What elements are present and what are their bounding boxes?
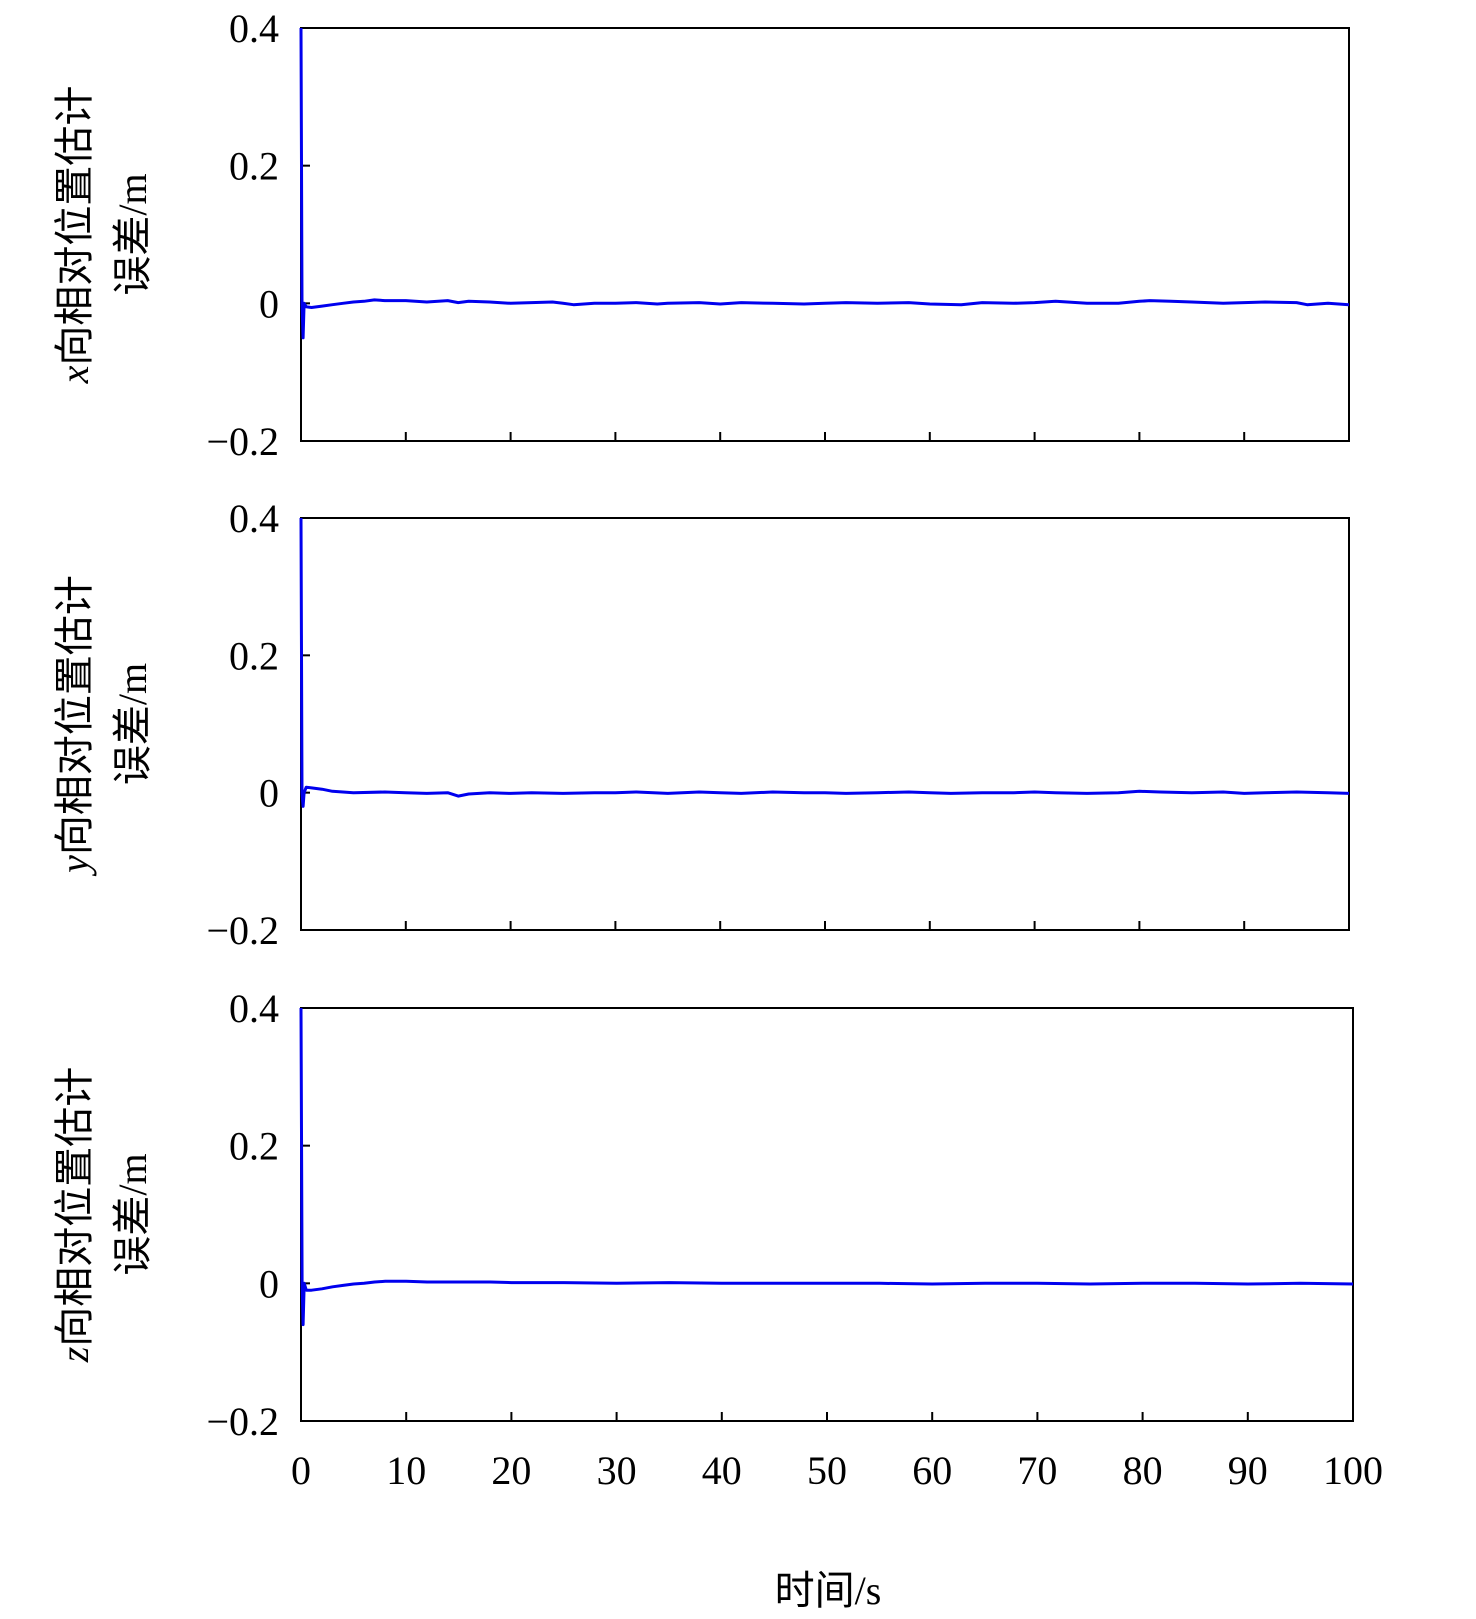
y-axis-label-variable: x (52, 365, 97, 384)
y-tick-label: 0.4 (229, 496, 279, 541)
y-axis-label-variable: z (52, 1346, 97, 1363)
y-tick-label: −0.2 (206, 1399, 279, 1444)
series-line (299, 27, 1350, 340)
y-tick-label: 0.2 (229, 1124, 279, 1169)
x-tick-label: 0 (291, 1448, 311, 1493)
series-line (299, 1007, 1354, 1327)
y-axis-label-line1: 向相对位置估计 (52, 1067, 97, 1347)
x-tick-label: 60 (912, 1448, 952, 1493)
panel-z: −0.2 0 0.2 0.4 0 10 20 30 40 50 60 70 80 90 100 z向相对位置估… (52, 986, 1383, 1493)
y-tick-label: −0.2 (206, 419, 279, 464)
y-axis-label-line2: 误差/m (110, 663, 155, 785)
y-tick-label: 0 (259, 1261, 279, 1306)
x-tick-label: 100 (1323, 1448, 1383, 1493)
x-tick-label: 50 (807, 1448, 847, 1493)
y-tick-label: 0.4 (229, 986, 279, 1031)
y-tick-label: 0 (259, 281, 279, 326)
y-axis-label: z向相对位置估计 误差/m (52, 1067, 155, 1364)
x-tick-label: 90 (1228, 1448, 1268, 1493)
y-axis-label-variable: y (52, 855, 97, 877)
y-axis-label-line2: 误差/m (110, 173, 155, 295)
y-tick-label: −0.2 (206, 908, 279, 953)
x-tick-label: 20 (491, 1448, 531, 1493)
y-axis-label-line2: 误差/m (110, 1153, 155, 1275)
plot-frame (300, 517, 1350, 931)
y-axis-label-line1: 向相对位置估计 (52, 86, 97, 366)
plot-frame (300, 1007, 1354, 1422)
x-axis-label: 时间/s (775, 1568, 882, 1613)
plot-frame (300, 27, 1350, 442)
y-tick-label: 0 (259, 771, 279, 816)
x-tick-label: 40 (702, 1448, 742, 1493)
x-tick-label: 30 (597, 1448, 637, 1493)
y-axis-label-line1: 向相对位置估计 (52, 575, 97, 855)
panel-y: −0.2 0 0.2 0.4 y向相对位置估计 误差/m (52, 496, 1350, 953)
panel-x: −0.2 0 0.2 0.4 x向相对位置估计 误差/m (52, 6, 1350, 464)
y-axis-label: x向相对位置估计 误差/m (52, 86, 155, 385)
series-line (299, 517, 1350, 808)
y-tick-label: 0.4 (229, 6, 279, 51)
y-tick-label: 0.2 (229, 633, 279, 678)
x-tick-label: 80 (1123, 1448, 1163, 1493)
x-tick-label: 10 (386, 1448, 426, 1493)
y-tick-label: 0.2 (229, 144, 279, 189)
y-axis-label: y向相对位置估计 误差/m (52, 575, 155, 877)
x-tick-label: 70 (1017, 1448, 1057, 1493)
